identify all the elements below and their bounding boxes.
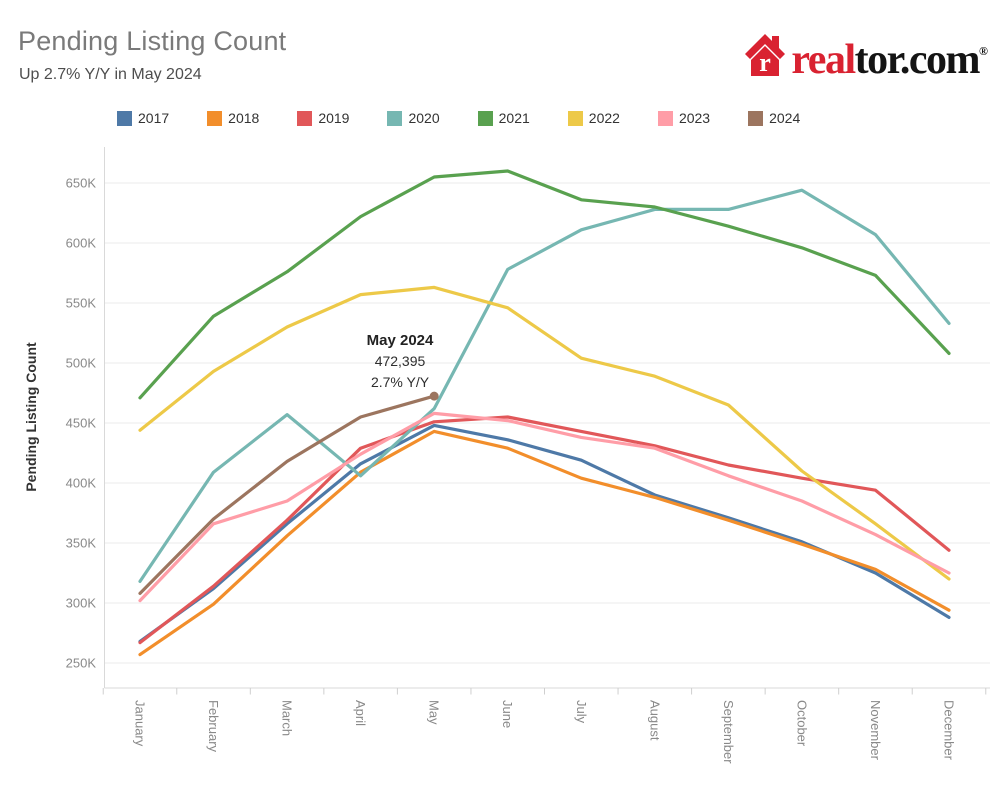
annotation-may-2024: May 2024 472,395 2.7% Y/Y — [337, 330, 463, 393]
y-tick-label-600K: 600K — [66, 236, 97, 251]
legend-label-2017: 2017 — [138, 110, 170, 126]
legend-item-2022[interactable]: 2022 — [567, 110, 620, 126]
logo-text-tor-com: tor.com — [854, 37, 981, 83]
x-tick-label-march: March — [280, 700, 295, 736]
series-line-2017[interactable] — [138, 423, 951, 644]
svg-text:January: January — [133, 700, 148, 747]
legend-swatch-2017 — [117, 110, 132, 126]
realtor-house-icon: r — [745, 34, 786, 77]
legend-swatch-2019 — [297, 110, 313, 126]
x-tick-label-july: July — [574, 700, 589, 724]
page-subtitle: Up 2.7% Y/Y in May 2024 — [19, 66, 202, 83]
svg-text:March: March — [280, 700, 295, 736]
svg-text:October: October — [794, 700, 809, 747]
x-tick-label-october: October — [794, 700, 809, 747]
x-tick-label-june: June — [500, 700, 515, 728]
svg-text:Pending Listing Count: Pending Listing Count — [23, 342, 39, 492]
svg-text:November: November — [868, 700, 883, 761]
legend-swatch-2018 — [207, 110, 223, 126]
y-tick-label-550K: 550K — [66, 296, 97, 311]
annotation-value: 472,395 — [374, 353, 426, 369]
svg-text:September: September — [721, 700, 736, 764]
svg-text:May: May — [427, 700, 442, 725]
legend-item-2017[interactable]: 2017 — [117, 110, 169, 126]
series-line-2024[interactable] — [138, 394, 436, 596]
series-line-2022[interactable] — [138, 285, 951, 581]
legend-item-2018[interactable]: 2018 — [207, 110, 259, 126]
series-endpoint-2024[interactable] — [429, 391, 439, 401]
y-axis-title: Pending Listing Count — [23, 342, 39, 492]
x-tick-label-september: September — [721, 700, 736, 764]
x-tick-label-april: April — [353, 700, 368, 726]
legend-item-2019[interactable]: 2019 — [297, 110, 349, 126]
legend-swatch-2024 — [748, 110, 764, 126]
legend-swatch-2021 — [477, 110, 493, 126]
series-line-2021[interactable] — [138, 169, 951, 400]
y-tick-label-300K: 300K — [66, 596, 97, 611]
legend-label-2023: 2023 — [678, 110, 711, 126]
realtor-logo-text: realtor.com® — [791, 30, 988, 81]
legend-label-2019: 2019 — [318, 110, 350, 126]
page-title: Pending Listing Count — [18, 26, 287, 56]
y-tick-label-400K: 400K — [66, 476, 97, 491]
annotation-change: 2.7% Y/Y — [370, 374, 430, 390]
legend-item-2021[interactable]: 2021 — [477, 110, 530, 126]
y-tick-label-650K: 650K — [66, 176, 97, 191]
svg-text:r: r — [760, 48, 772, 77]
series-line-2018[interactable] — [138, 429, 951, 657]
series-line-2023[interactable] — [138, 411, 951, 603]
x-tick-label-february: February — [206, 700, 221, 753]
legend-label-2018: 2018 — [228, 110, 260, 126]
y-tick-label-350K: 350K — [66, 536, 97, 551]
logo-text-real: real — [791, 37, 856, 83]
legend-item-2020[interactable]: 2020 — [387, 110, 440, 126]
x-tick-label-january: January — [133, 700, 148, 747]
x-tick-label-august: August — [647, 700, 662, 741]
svg-text:April: April — [353, 700, 368, 726]
svg-text:December: December — [941, 700, 956, 761]
legend-swatch-2023 — [657, 110, 673, 126]
legend-item-2023[interactable]: 2023 — [657, 110, 711, 126]
svg-text:July: July — [574, 700, 589, 724]
legend-item-2024[interactable]: 2024 — [748, 110, 800, 126]
legend-label-2021: 2021 — [498, 110, 530, 126]
legend-label-2024: 2024 — [769, 110, 801, 126]
x-tick-label-may: May — [427, 700, 442, 725]
y-tick-label-500K: 500K — [66, 356, 97, 371]
svg-text:February: February — [206, 700, 221, 753]
x-tick-label-december: December — [941, 700, 956, 761]
x-tick-label-november: November — [868, 700, 883, 761]
series-line-2020[interactable] — [138, 188, 951, 584]
legend-swatch-2020 — [387, 110, 403, 126]
annotation-label: May 2024 — [366, 332, 434, 349]
realtor-logo: r realtor.com® — [744, 30, 988, 81]
chart-legend: 2017 2018 2019 2020 2021 2022 2023 2024 — [117, 110, 800, 126]
legend-label-2020: 2020 — [408, 110, 440, 126]
svg-text:August: August — [647, 700, 662, 741]
registered-mark: ® — [979, 44, 988, 58]
legend-label-2022: 2022 — [588, 110, 620, 126]
y-tick-label-250K: 250K — [66, 656, 97, 671]
y-tick-label-450K: 450K — [66, 416, 97, 431]
legend-swatch-2022 — [567, 110, 583, 126]
svg-text:June: June — [500, 700, 515, 728]
